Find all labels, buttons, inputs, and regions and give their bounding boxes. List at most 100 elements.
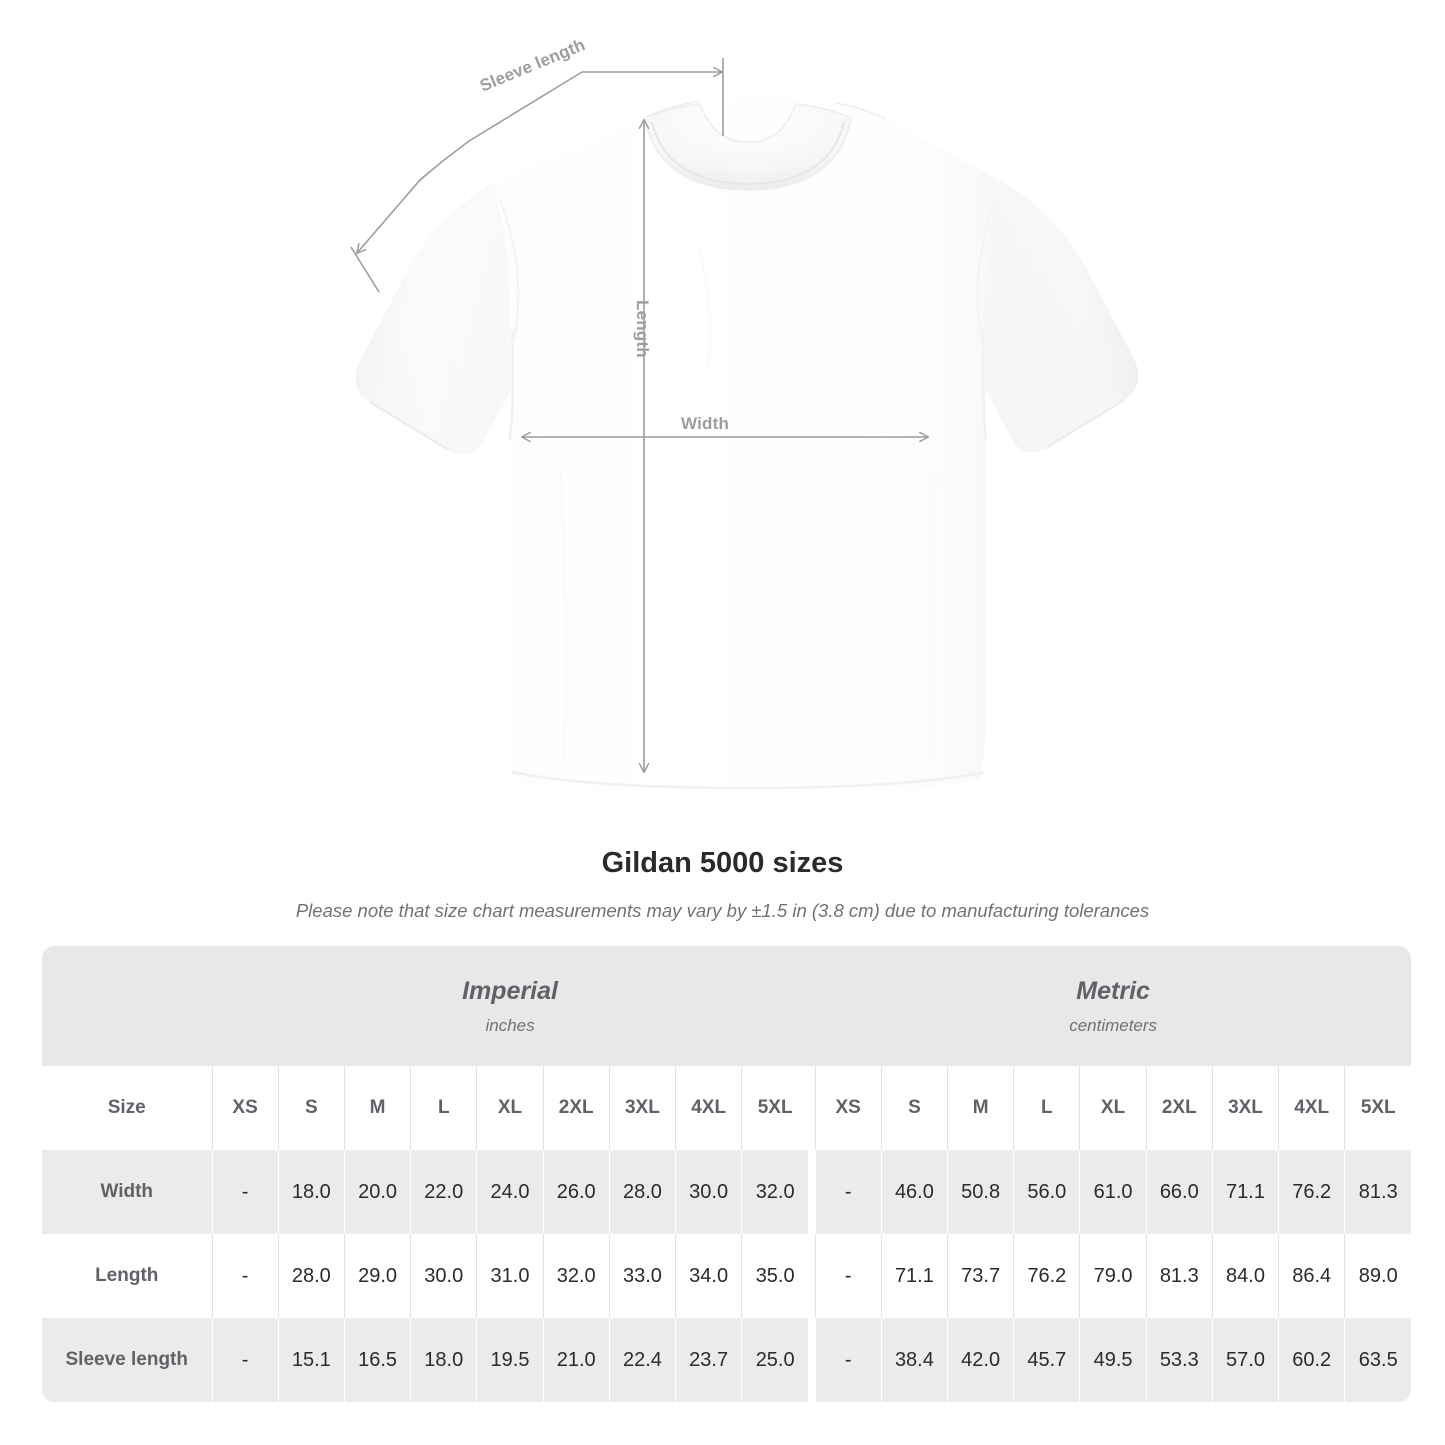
cell-length-imperial-l: 30.0 bbox=[410, 1234, 477, 1318]
page-title: Gildan 5000 sizes bbox=[601, 847, 844, 879]
cell-sleeve-length-metric-m: 42.0 bbox=[947, 1318, 1014, 1402]
unit-subtitle: inches bbox=[485, 1015, 535, 1035]
cell-width-imperial-xs: - bbox=[211, 1150, 279, 1234]
size-header-metric-xl: XL bbox=[1079, 1066, 1147, 1150]
cell-length-metric-l: 76.2 bbox=[1013, 1234, 1080, 1318]
cell-sleeve-length-metric-s: 38.4 bbox=[880, 1318, 948, 1402]
cell-length-metric-3xl: 84.0 bbox=[1211, 1234, 1279, 1318]
cell-sleeve-length-imperial-s: 15.1 bbox=[277, 1318, 345, 1402]
row-label-sleeve-length: Sleeve length bbox=[42, 1318, 212, 1402]
unit-banner-spacer bbox=[42, 946, 212, 1066]
cell-length-imperial-xs: - bbox=[211, 1234, 279, 1318]
cell-width-imperial-xl: 24.0 bbox=[476, 1150, 544, 1234]
length-label: Length bbox=[633, 300, 652, 358]
tolerance-note: Please note that size chart measurements… bbox=[295, 900, 1150, 921]
size-header-metric-s: S bbox=[880, 1066, 948, 1150]
cell-width-metric-2xl: 66.0 bbox=[1145, 1150, 1213, 1234]
cell-length-metric-m: 73.7 bbox=[947, 1234, 1014, 1318]
cell-length-imperial-xl: 31.0 bbox=[476, 1234, 544, 1318]
cell-length-imperial-m: 29.0 bbox=[343, 1234, 411, 1318]
unit-banner-metric: Metric centimeters bbox=[815, 946, 1412, 1066]
column-divider bbox=[808, 1318, 816, 1402]
size-header-metric-m: M bbox=[947, 1066, 1014, 1150]
sleeve-length-dimension bbox=[350, 58, 724, 293]
cell-width-metric-3xl: 71.1 bbox=[1211, 1150, 1279, 1234]
table-row: Length -28.0 29.0 30.0 31.0 32.0 33.0 34.0 35.0-… bbox=[42, 1234, 1412, 1318]
cell-sleeve-length-imperial-m: 16.5 bbox=[343, 1318, 411, 1402]
cell-width-imperial-5xl: 32.0 bbox=[741, 1150, 809, 1234]
cell-length-imperial-s: 28.0 bbox=[277, 1234, 345, 1318]
table-row: Width -18.0 20.0 22.0 24.0 26.0 28.0 30.0 32.0-4… bbox=[42, 1150, 1412, 1234]
cell-width-metric-xs: - bbox=[814, 1150, 882, 1234]
cell-width-metric-l: 56.0 bbox=[1013, 1150, 1080, 1234]
size-header-imperial-4xl: 4XL bbox=[675, 1066, 742, 1150]
column-divider bbox=[808, 1234, 816, 1318]
cell-length-imperial-5xl: 35.0 bbox=[741, 1234, 809, 1318]
cell-width-metric-4xl: 76.2 bbox=[1278, 1150, 1345, 1234]
size-header-row: Size XS S M L XL 2XL 3XL 4XL 5XL XS S M L XL 2XL 3XL 4XL 5… bbox=[42, 1066, 1412, 1150]
width-label: Width bbox=[681, 414, 730, 433]
size-header-metric-xs: XS bbox=[814, 1066, 882, 1150]
size-header-metric-4xl: 4XL bbox=[1278, 1066, 1345, 1150]
cell-sleeve-length-imperial-l: 18.0 bbox=[410, 1318, 477, 1402]
size-header-metric-3xl: 3XL bbox=[1211, 1066, 1279, 1150]
size-header-imperial-5xl: 5XL bbox=[741, 1066, 809, 1150]
cell-sleeve-length-metric-xs: - bbox=[814, 1318, 882, 1402]
size-header-label: Size bbox=[42, 1066, 212, 1150]
cell-sleeve-length-metric-4xl: 60.2 bbox=[1278, 1318, 1345, 1402]
cell-length-imperial-3xl: 33.0 bbox=[608, 1234, 676, 1318]
tshirt-diagram: Sleeve length Length Width bbox=[350, 35, 1139, 795]
unit-name: Imperial bbox=[462, 976, 558, 1005]
cell-width-imperial-s: 18.0 bbox=[277, 1150, 345, 1234]
size-chart-table-wrapper: Imperial inches Metric centimeters Size XS S M L… bbox=[42, 946, 1412, 1402]
cell-sleeve-length-imperial-4xl: 23.7 bbox=[675, 1318, 742, 1402]
cell-length-metric-4xl: 86.4 bbox=[1278, 1234, 1345, 1318]
dimension-lines bbox=[350, 58, 930, 774]
size-header-imperial-s: S bbox=[277, 1066, 345, 1150]
cell-sleeve-length-metric-2xl: 53.3 bbox=[1145, 1318, 1213, 1402]
table-row: Sleeve length -15.1 16.5 18.0 19.5 21.0 22.4 23… bbox=[42, 1318, 1412, 1402]
size-chart-table: Imperial inches Metric centimeters Size XS S M L… bbox=[42, 946, 1412, 1402]
size-header-metric-2xl: 2XL bbox=[1145, 1066, 1213, 1150]
cell-length-metric-5xl: 89.0 bbox=[1344, 1234, 1412, 1318]
cell-width-imperial-m: 20.0 bbox=[343, 1150, 411, 1234]
cell-width-imperial-2xl: 26.0 bbox=[542, 1150, 610, 1234]
cell-sleeve-length-imperial-5xl: 25.0 bbox=[741, 1318, 809, 1402]
tshirt-silhouette bbox=[355, 96, 1139, 795]
size-header-imperial-2xl: 2XL bbox=[542, 1066, 610, 1150]
tshirt-illustration bbox=[350, 58, 1139, 795]
cell-width-metric-s: 46.0 bbox=[880, 1150, 948, 1234]
unit-banner-imperial: Imperial inches bbox=[212, 946, 809, 1066]
cell-length-metric-s: 71.1 bbox=[880, 1234, 948, 1318]
cell-sleeve-length-imperial-2xl: 21.0 bbox=[542, 1318, 610, 1402]
size-header-imperial-xl: XL bbox=[476, 1066, 544, 1150]
cell-sleeve-length-metric-l: 45.7 bbox=[1013, 1318, 1080, 1402]
cell-sleeve-length-metric-3xl: 57.0 bbox=[1211, 1318, 1279, 1402]
cell-width-imperial-l: 22.0 bbox=[410, 1150, 477, 1234]
cell-width-imperial-3xl: 28.0 bbox=[608, 1150, 676, 1234]
unit-subtitle: centimeters bbox=[1069, 1015, 1158, 1035]
size-header-imperial-xs: XS bbox=[211, 1066, 279, 1150]
size-header-imperial-3xl: 3XL bbox=[608, 1066, 676, 1150]
cell-sleeve-length-metric-xl: 49.5 bbox=[1079, 1318, 1147, 1402]
unit-banner-row: Imperial inches Metric centimeters bbox=[42, 946, 1412, 1066]
cell-width-imperial-4xl: 30.0 bbox=[675, 1150, 742, 1234]
unit-banner-divider bbox=[808, 946, 816, 1066]
cell-width-metric-xl: 61.0 bbox=[1079, 1150, 1147, 1234]
cell-sleeve-length-imperial-3xl: 22.4 bbox=[608, 1318, 676, 1402]
cell-width-metric-m: 50.8 bbox=[947, 1150, 1014, 1234]
cell-sleeve-length-imperial-xl: 19.5 bbox=[476, 1318, 544, 1402]
row-label-length: Length bbox=[42, 1234, 212, 1318]
cell-width-metric-5xl: 81.3 bbox=[1344, 1150, 1412, 1234]
cell-length-metric-xl: 79.0 bbox=[1079, 1234, 1147, 1318]
size-header-imperial-m: M bbox=[343, 1066, 411, 1150]
column-divider bbox=[808, 1066, 816, 1150]
size-header-metric-l: L bbox=[1013, 1066, 1080, 1150]
cell-length-metric-2xl: 81.3 bbox=[1145, 1234, 1213, 1318]
cell-sleeve-length-metric-5xl: 63.5 bbox=[1344, 1318, 1412, 1402]
column-divider bbox=[808, 1150, 816, 1234]
unit-name: Metric bbox=[1076, 976, 1150, 1005]
cell-sleeve-length-imperial-xs: - bbox=[211, 1318, 279, 1402]
size-header-metric-5xl: 5XL bbox=[1344, 1066, 1412, 1150]
size-header-imperial-l: L bbox=[410, 1066, 477, 1150]
